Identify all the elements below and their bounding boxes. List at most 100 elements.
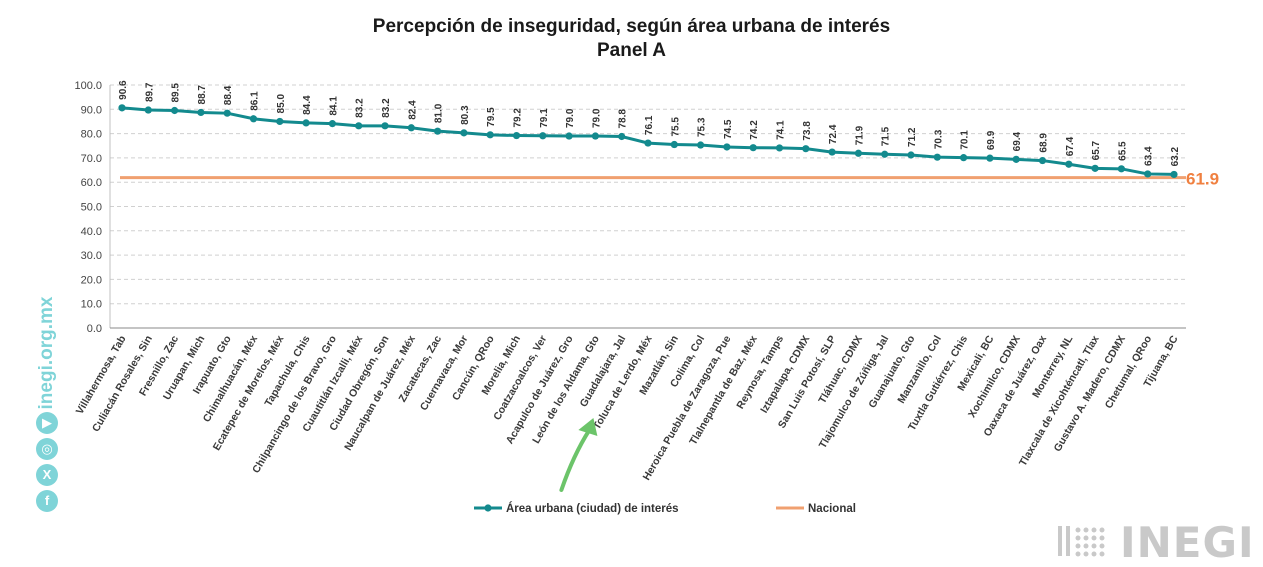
data-point (644, 139, 652, 147)
y-tick-label: 30.0 (81, 250, 102, 262)
data-label: 70.3 (933, 129, 944, 149)
data-point (118, 104, 126, 112)
brand-url: inegi.org.mx (36, 296, 57, 410)
legend-nacional-label: Nacional (808, 503, 856, 515)
data-point (697, 141, 705, 149)
data-label: 89.7 (144, 82, 155, 102)
data-point (565, 132, 573, 140)
y-tick-label: 10.0 (81, 299, 102, 311)
data-point (1038, 156, 1047, 165)
y-tick-label: 50.0 (81, 202, 102, 214)
data-point (355, 122, 363, 130)
data-label: 79.1 (539, 108, 550, 128)
data-label: 74.2 (749, 120, 760, 140)
data-label: 79.0 (591, 108, 602, 128)
data-label: 81.0 (434, 103, 445, 123)
data-label: 88.4 (223, 85, 234, 105)
data-point (407, 124, 415, 132)
data-point (1091, 164, 1099, 172)
data-point (749, 144, 757, 152)
data-label: 82.4 (407, 100, 418, 120)
data-point (328, 120, 336, 128)
data-label: 79.2 (513, 108, 524, 128)
data-label: 75.5 (670, 117, 681, 137)
data-point (854, 149, 863, 157)
data-point (960, 154, 968, 162)
data-point (933, 153, 941, 161)
y-tick-label: 80.0 (81, 129, 102, 141)
data-label: 90.6 (118, 80, 129, 100)
data-point (1170, 170, 1178, 179)
chart-title: Percepción de inseguridad, según área ur… (372, 16, 891, 37)
data-point (670, 140, 678, 149)
data-point (302, 119, 310, 127)
y-tick-label: 20.0 (81, 274, 102, 286)
data-point (986, 154, 994, 162)
data-label: 88.7 (197, 85, 208, 105)
data-label: 68.9 (1039, 133, 1050, 153)
data-point (1117, 165, 1125, 173)
data-label: 71.9 (854, 125, 865, 145)
data-label: 70.1 (960, 130, 971, 150)
y-tick-label: 60.0 (81, 177, 102, 189)
data-label: 79.5 (486, 107, 497, 127)
data-label: 69.4 (1012, 131, 1023, 151)
data-label: 75.3 (697, 117, 708, 137)
facebook-icon[interactable]: f (36, 490, 58, 512)
data-point (460, 129, 468, 137)
data-point (486, 131, 494, 139)
data-point (171, 106, 179, 115)
data-point (802, 145, 810, 153)
data-label: 72.4 (828, 124, 839, 144)
data-label: 69.9 (986, 130, 997, 150)
data-point (197, 108, 205, 117)
data-label: 80.3 (460, 105, 471, 125)
data-label: 63.2 (1170, 147, 1181, 167)
youtube-icon[interactable]: ▶ (36, 412, 58, 434)
annotation-arrowhead (578, 418, 598, 436)
legend-series-label: Área urbana (ciudad) de interés (506, 502, 679, 515)
y-tick-label: 100.0 (74, 80, 102, 92)
data-label: 73.8 (802, 121, 813, 141)
data-point (618, 132, 626, 141)
data-label: 76.1 (644, 115, 655, 135)
data-point (591, 132, 600, 140)
data-label: 79.0 (565, 108, 576, 128)
data-point (907, 151, 915, 159)
data-label: 63.4 (1144, 146, 1155, 166)
instagram-icon[interactable]: ◎ (36, 438, 58, 460)
data-label: 85.0 (276, 94, 287, 114)
data-label: 84.1 (328, 96, 339, 116)
x-icon[interactable]: X (36, 464, 58, 486)
data-label: 65.7 (1091, 140, 1102, 160)
data-point (1065, 160, 1073, 168)
data-label: 89.5 (171, 83, 182, 103)
data-label: 71.2 (907, 127, 918, 147)
inegi-logo-text: INEGI (1120, 518, 1255, 567)
data-point (434, 127, 442, 135)
data-point (1012, 155, 1020, 163)
data-point (276, 117, 284, 126)
data-label: 84.4 (302, 95, 313, 115)
data-label: 67.4 (1065, 136, 1076, 156)
y-tick-label: 90.0 (81, 104, 102, 116)
data-label: 83.2 (381, 98, 392, 118)
data-point (539, 132, 547, 140)
chart-subtitle: Panel A (597, 40, 666, 61)
data-label: 83.2 (355, 98, 366, 118)
data-point (828, 148, 836, 156)
annotation-arrow (559, 428, 592, 492)
data-label: 86.1 (250, 91, 261, 111)
y-tick-label: 0.0 (87, 323, 102, 335)
data-point (381, 122, 389, 130)
data-label: 74.1 (776, 120, 787, 140)
data-point (223, 109, 231, 117)
data-label: 78.8 (618, 109, 629, 129)
legend-series-marker (484, 504, 492, 512)
data-point (881, 150, 889, 158)
y-tick-label: 40.0 (81, 226, 102, 238)
data-label: 65.5 (1117, 141, 1128, 161)
nacional-label: 61.9 (1186, 170, 1219, 189)
data-point (723, 143, 731, 151)
